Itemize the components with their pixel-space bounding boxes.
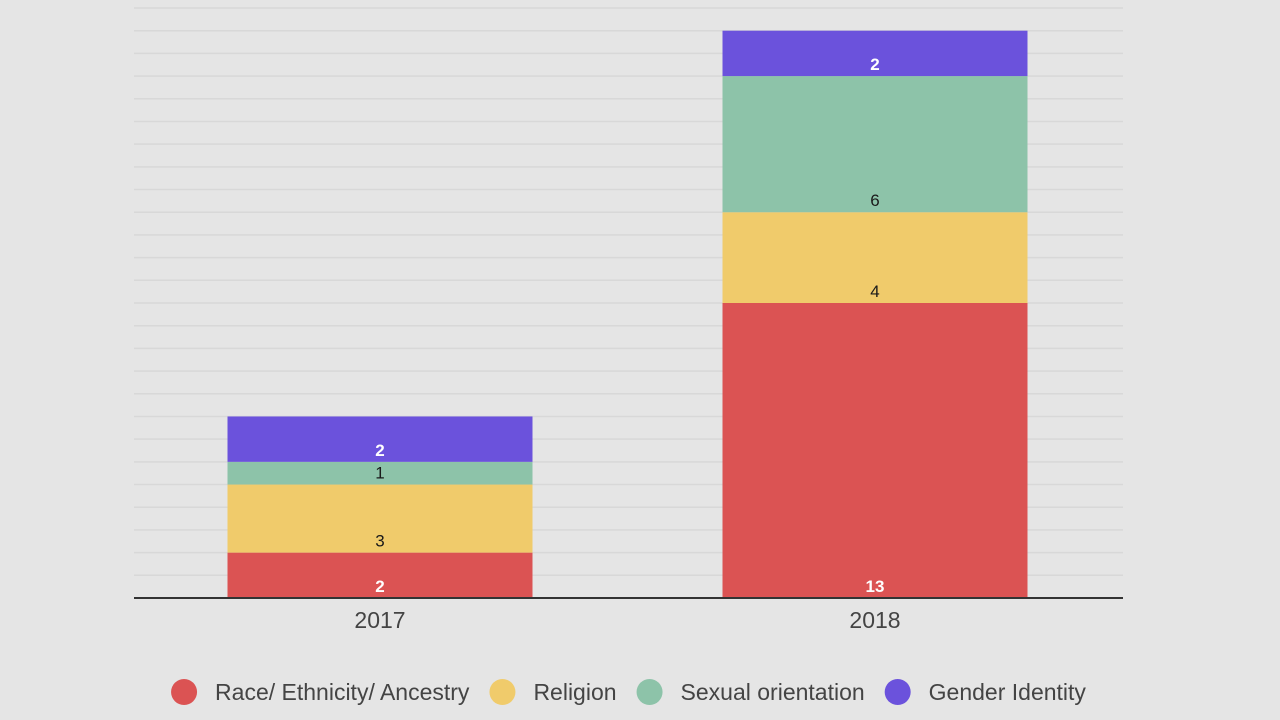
bar-segment-sexual-orientation-2018 (722, 76, 1028, 213)
bars (227, 30, 1028, 598)
bar-segment-gender-identity-2018 (722, 30, 1028, 77)
legend-marker-icon (636, 679, 663, 705)
legend-label: Sexual orientation (681, 679, 865, 705)
data-label-religion-2017: 3 (375, 532, 384, 551)
data-label-gender-identity-2018: 2 (870, 55, 879, 74)
legend-marker-icon (884, 679, 911, 705)
legend-item-sexual-orientation[interactable]: Sexual orientation (636, 679, 865, 705)
data-label-race-ethnicity-ancestry-2018: 13 (866, 577, 885, 596)
bar-segment-religion-2017 (227, 484, 533, 553)
legend-item-race-ethnicity-ancestry[interactable]: Race/ Ethnicity/ Ancestry (171, 679, 470, 705)
legend: Race/ Ethnicity/ Ancestry Religion Sexual … (171, 679, 1086, 705)
bar-segment-sexual-orientation-2017 (227, 461, 533, 485)
legend-marker-icon (171, 679, 198, 705)
data-label-gender-identity-2017: 2 (375, 441, 384, 460)
data-label-sexual-orientation-2018: 6 (870, 191, 879, 210)
x-axis: 2017 2018 (134, 597, 1123, 633)
bar-segment-gender-identity-2017 (227, 416, 533, 462)
data-label-race-ethnicity-ancestry-2017: 2 (375, 577, 384, 596)
bar-segment-race-ethnicity-ancestry-2018 (722, 303, 1028, 598)
x-tick-label-2017: 2017 (354, 607, 405, 633)
legend-label: Gender Identity (929, 679, 1087, 705)
legend-item-religion[interactable]: Religion (489, 679, 617, 705)
legend-label: Race/ Ethnicity/ Ancestry (215, 679, 470, 705)
data-label-sexual-orientation-2017: 1 (375, 464, 384, 483)
legend-label: Religion (533, 679, 616, 705)
legend-item-gender-identity[interactable]: Gender Identity (884, 679, 1087, 705)
data-labels: 2 3 1 2 13 4 6 2 (375, 55, 884, 596)
legend-marker-icon (489, 679, 516, 705)
data-label-religion-2018: 4 (870, 282, 879, 301)
bar-segment-religion-2018 (722, 212, 1028, 303)
bar-segment-race-ethnicity-ancestry-2017 (227, 552, 533, 598)
x-tick-label-2018: 2018 (849, 607, 900, 633)
